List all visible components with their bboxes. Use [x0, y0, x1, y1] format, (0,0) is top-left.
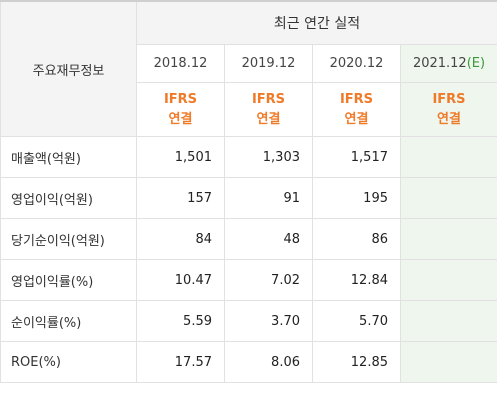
row-label: 당기순이익(억원) [0, 218, 137, 260]
row-header-title: 주요재무정보 [0, 0, 137, 137]
value-cell: 5.70 [312, 300, 401, 342]
value-cell-estimate [400, 300, 497, 342]
value-cell-estimate [400, 136, 497, 178]
estimate-tag: (E) [466, 56, 486, 71]
value-cell: 157 [136, 177, 225, 219]
value-cell-estimate [400, 259, 497, 301]
table-row: 당기순이익(억원) 84 48 86 [0, 218, 497, 260]
period-header: 2019.12 [224, 44, 313, 83]
row-label: ROE(%) [0, 341, 137, 383]
period-label: 2021.12 [412, 56, 467, 71]
value-cell: 3.70 [224, 300, 313, 342]
accounting-standard: IFRS 연결 [312, 82, 401, 137]
std-line2: 연결 [344, 111, 369, 127]
row-label: 순이익률(%) [0, 300, 137, 342]
std-line1: IFRS [339, 91, 374, 107]
period-header: 2020.12 [312, 44, 401, 83]
value-cell: 8.06 [224, 341, 313, 383]
std-line2: 연결 [256, 111, 281, 127]
value-cell-estimate [400, 218, 497, 260]
value-cell: 48 [224, 218, 313, 260]
row-label: 영업이익(억원) [0, 177, 137, 219]
period-header-estimate: 2021.12(E) [400, 44, 497, 83]
std-line1: IFRS [251, 91, 286, 107]
value-cell: 12.84 [312, 259, 401, 301]
row-label: 영업이익률(%) [0, 259, 137, 301]
value-cell: 5.59 [136, 300, 225, 342]
std-line2: 연결 [437, 111, 461, 127]
value-cell: 7.02 [224, 259, 313, 301]
table-row: 매출액(억원) 1,501 1,303 1,517 [0, 136, 497, 178]
financial-summary-table: 주요재무정보 최근 연간 실적 2018.12 2019.12 2020.12 … [0, 0, 497, 383]
value-cell: 91 [224, 177, 313, 219]
accounting-standard-estimate: IFRS 연결 [400, 82, 497, 137]
value-cell: 10.47 [136, 259, 225, 301]
table-row: 영업이익률(%) 10.47 7.02 12.84 [0, 259, 497, 301]
std-line1: IFRS [432, 91, 466, 107]
value-cell: 12.85 [312, 341, 401, 383]
table-row: 영업이익(억원) 157 91 195 [0, 177, 497, 219]
group-title: 최근 연간 실적 [136, 0, 497, 45]
value-cell: 195 [312, 177, 401, 219]
table-row: 순이익률(%) 5.59 3.70 5.70 [0, 300, 497, 342]
accounting-standard: IFRS 연결 [224, 82, 313, 137]
period-header: 2018.12 [136, 44, 225, 83]
value-cell: 1,501 [136, 136, 225, 178]
value-cell: 86 [312, 218, 401, 260]
value-cell: 84 [136, 218, 225, 260]
accounting-standard: IFRS 연결 [136, 82, 225, 137]
value-cell: 1,517 [312, 136, 401, 178]
table-row: ROE(%) 17.57 8.06 12.85 [0, 341, 497, 383]
value-cell-estimate [400, 177, 497, 219]
row-label: 매출액(억원) [0, 136, 137, 178]
std-line2: 연결 [168, 111, 193, 127]
value-cell: 17.57 [136, 341, 225, 383]
value-cell-estimate [400, 341, 497, 383]
value-cell: 1,303 [224, 136, 313, 178]
std-line1: IFRS [163, 91, 198, 107]
